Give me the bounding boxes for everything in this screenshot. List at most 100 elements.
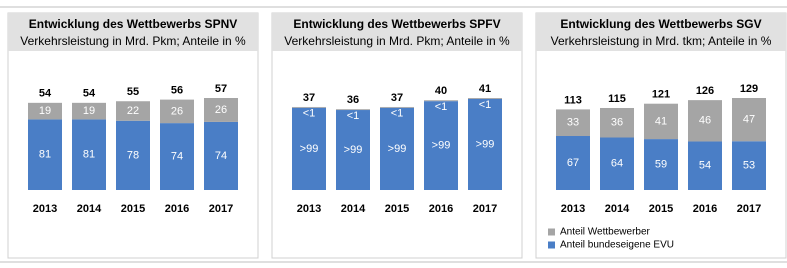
bar-segment <box>732 98 766 142</box>
bar-segment <box>204 121 238 190</box>
total-label: 54 <box>83 88 96 100</box>
value-label: <1 <box>435 101 448 113</box>
x-tick-label: 2014 <box>605 203 630 215</box>
value-label: 26 <box>171 105 183 117</box>
bar-segment <box>72 102 106 120</box>
total-label: 113 <box>564 94 582 106</box>
bar-segment <box>292 107 326 190</box>
value-label: 19 <box>39 105 51 117</box>
bar-segment <box>600 107 634 138</box>
bar-segment <box>380 106 414 108</box>
total-label: 37 <box>391 92 403 104</box>
bar-segment <box>116 120 150 190</box>
total-label: 40 <box>435 85 447 97</box>
total-label: 121 <box>652 89 670 101</box>
bar-segment <box>688 100 722 142</box>
value-label: <1 <box>347 110 360 122</box>
bar-segment <box>292 106 326 108</box>
total-label: 115 <box>608 93 626 105</box>
x-tick-label: 2013 <box>297 203 321 215</box>
value-label: 46 <box>699 115 711 127</box>
legend-label: Anteil bundeseigene EVU <box>560 240 674 251</box>
value-label: 67 <box>567 157 579 169</box>
value-label: 47 <box>743 114 755 126</box>
value-label: <1 <box>479 99 492 111</box>
total-label: 56 <box>171 85 183 97</box>
total-label: 36 <box>347 94 359 106</box>
value-label: 19 <box>83 105 95 117</box>
bar-segment <box>600 137 634 190</box>
value-label: 26 <box>215 104 227 116</box>
value-label: <1 <box>303 108 316 120</box>
x-tick-label: 2017 <box>473 203 497 215</box>
value-label: 36 <box>611 117 623 129</box>
legend-swatch <box>548 241 555 249</box>
bar-segment <box>380 107 414 190</box>
total-label: 55 <box>127 86 139 98</box>
value-label: 33 <box>567 117 579 129</box>
bar-segment <box>424 100 458 102</box>
bar-segment <box>688 141 722 190</box>
panel-title: Entwicklung des Wettbewerbs SPNV <box>29 17 238 31</box>
bar-segment <box>468 98 502 99</box>
legend-label: Anteil Wettbewerber <box>560 227 651 238</box>
value-label: >99 <box>344 144 363 156</box>
bar-segment <box>116 101 150 121</box>
bar-segment <box>732 141 766 190</box>
bar-segment <box>644 103 678 140</box>
value-label: >99 <box>388 143 407 155</box>
x-tick-label: 2014 <box>77 203 102 215</box>
x-tick-label: 2016 <box>693 203 717 215</box>
bar-segment <box>28 119 62 190</box>
x-tick-label: 2015 <box>649 203 673 215</box>
value-label: >99 <box>300 143 319 155</box>
bar-segment <box>204 98 238 122</box>
x-tick-label: 2013 <box>561 203 585 215</box>
value-label: 59 <box>655 158 667 170</box>
total-label: 129 <box>740 83 758 95</box>
x-tick-label: 2015 <box>121 203 145 215</box>
bar-segment <box>160 123 194 190</box>
x-tick-label: 2015 <box>385 203 409 215</box>
x-tick-label: 2013 <box>33 203 57 215</box>
title-box <box>272 13 522 51</box>
panel-title: Entwicklung des Wettbewerbs SGV <box>560 17 761 31</box>
x-tick-label: 2017 <box>209 203 233 215</box>
bar-segment <box>28 102 62 120</box>
bar-segment <box>644 139 678 190</box>
value-label: >99 <box>476 138 495 150</box>
panel-subtitle: Verkehrsleistung in Mrd. Pkm; Anteile in… <box>284 34 510 48</box>
value-label: 53 <box>743 160 755 172</box>
title-box <box>8 13 258 51</box>
value-label: >99 <box>432 139 451 151</box>
bar-segment <box>556 109 590 137</box>
total-label: 37 <box>303 92 315 104</box>
total-label: 41 <box>479 83 491 95</box>
bar-segment <box>336 109 370 111</box>
value-label: 74 <box>171 150 183 162</box>
value-label: 81 <box>39 149 51 161</box>
value-label: 41 <box>655 115 667 127</box>
panel-subtitle: Verkehrsleistung in Mrd. tkm; Anteile in… <box>551 34 772 48</box>
value-label: 81 <box>83 149 95 161</box>
total-label: 126 <box>696 85 714 97</box>
bar-segment <box>468 98 502 190</box>
x-tick-label: 2017 <box>737 203 761 215</box>
bar-segment <box>336 110 370 190</box>
x-tick-label: 2014 <box>341 203 366 215</box>
value-label: 64 <box>611 158 623 170</box>
bar-segment <box>424 101 458 190</box>
value-label: 54 <box>699 160 711 172</box>
value-label: 78 <box>127 149 139 161</box>
panel-title: Entwicklung des Wettbewerbs SPFV <box>293 17 500 31</box>
total-label: 54 <box>39 88 52 100</box>
x-tick-label: 2016 <box>165 203 189 215</box>
bar-segment <box>160 99 194 124</box>
legend-swatch <box>548 228 555 236</box>
value-label: 22 <box>127 105 139 117</box>
x-tick-label: 2016 <box>429 203 453 215</box>
panel-subtitle: Verkehrsleistung in Mrd. Pkm; Anteile in… <box>20 34 246 48</box>
bar-segment <box>556 136 590 190</box>
bar-segment <box>72 119 106 190</box>
